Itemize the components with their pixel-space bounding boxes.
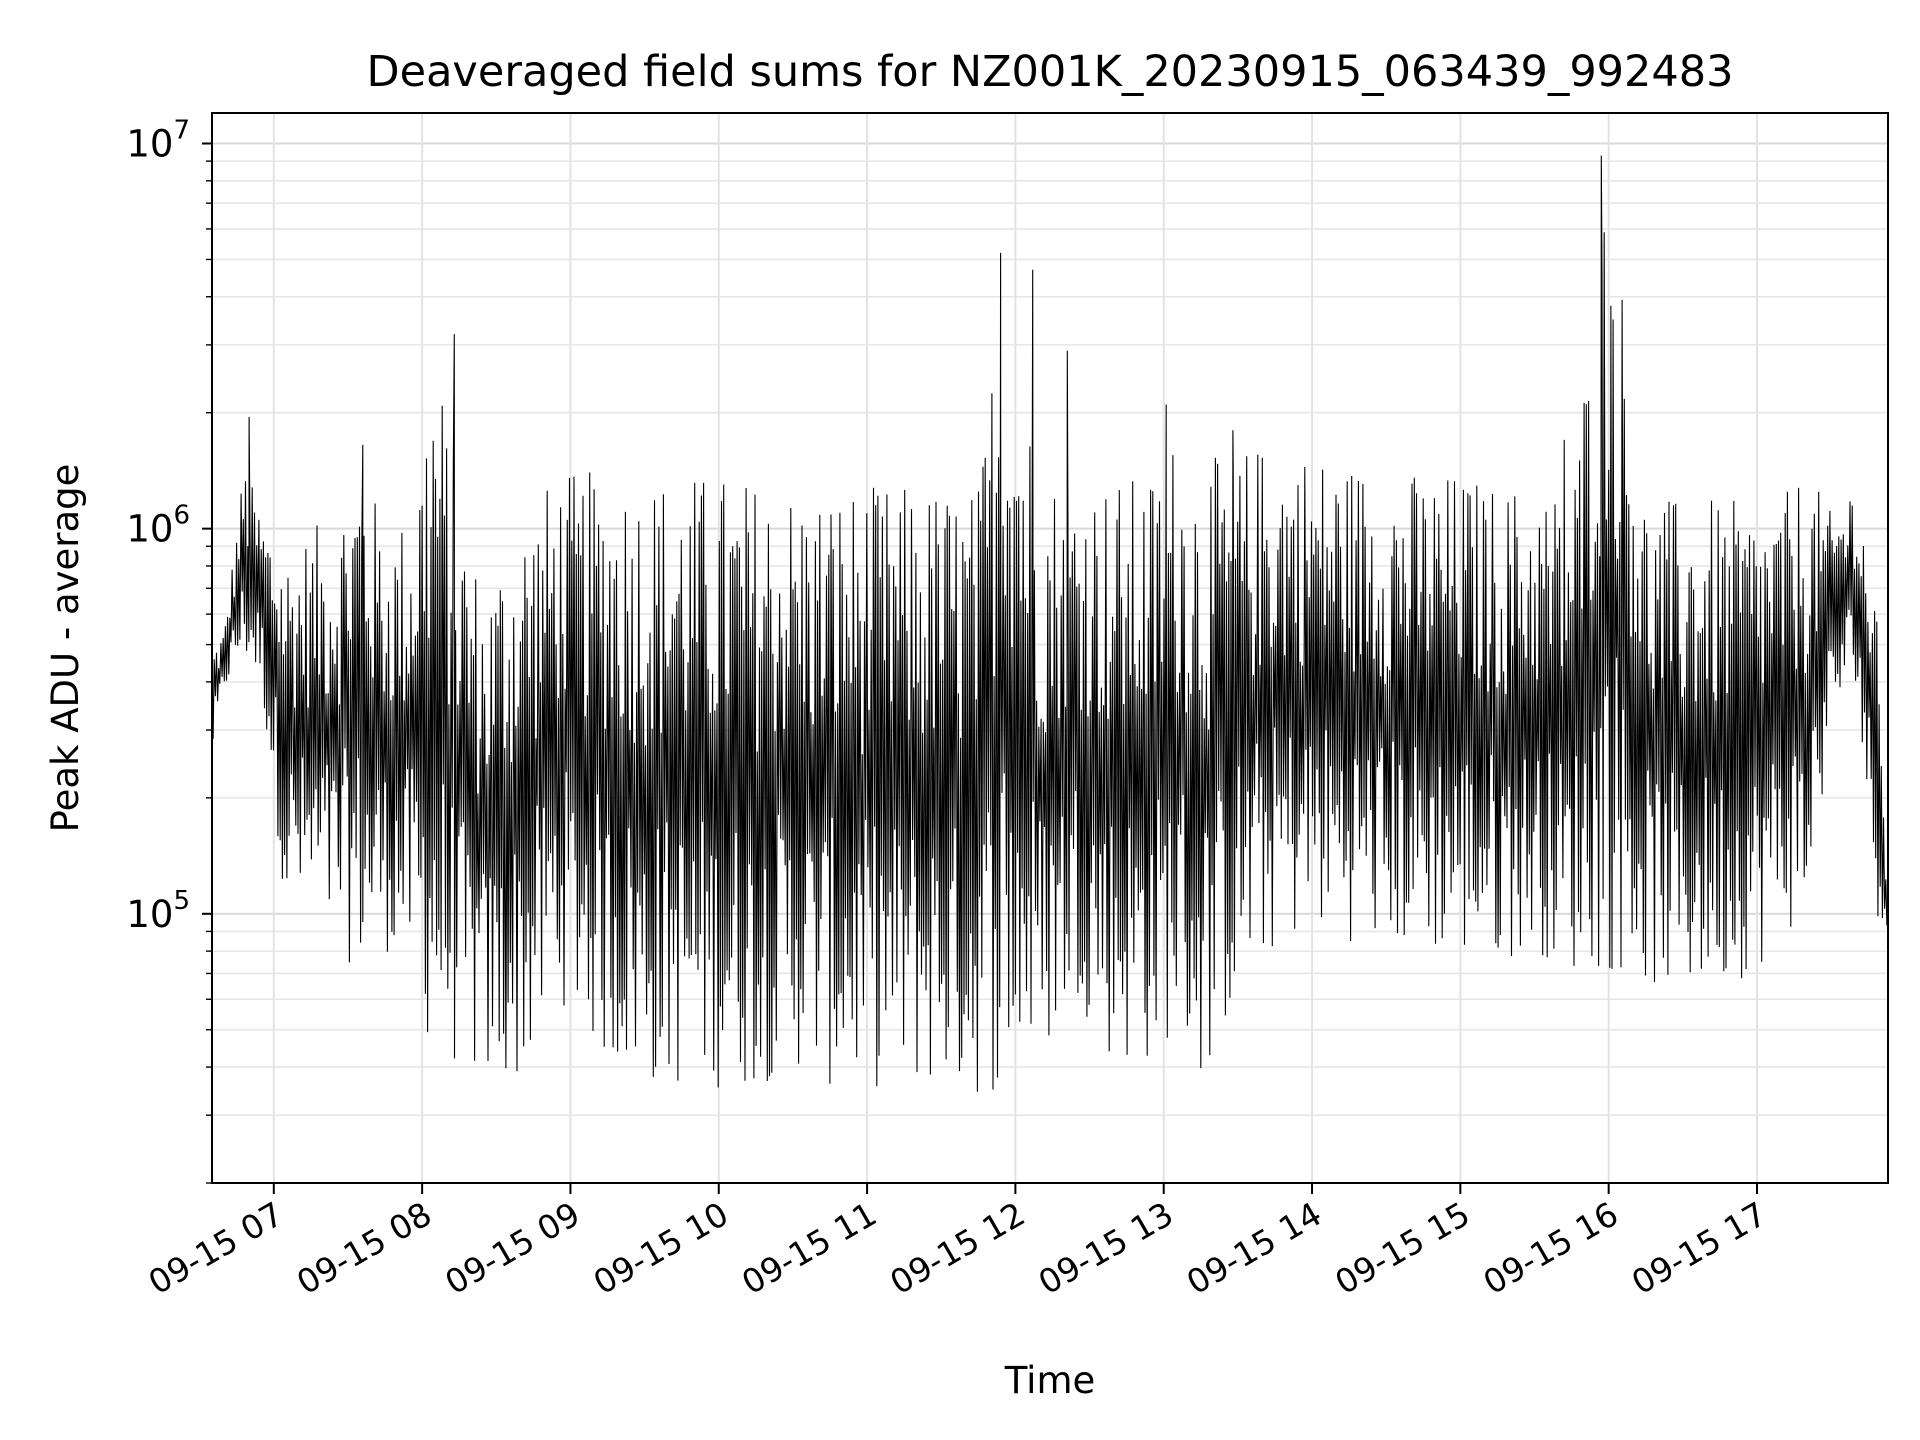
plot-area — [211, 155, 1889, 1092]
series-line — [211, 155, 1889, 1092]
y-tick-label: 105 — [126, 886, 190, 936]
y-axis-label: Peak ADU - average — [44, 464, 87, 833]
x-axis-label: Time — [1004, 1359, 1096, 1402]
y-tick-label: 107 — [126, 115, 190, 165]
chart-title: Deaveraged field sums for NZ001K_2023091… — [367, 47, 1734, 97]
y-tick-label: 106 — [126, 501, 190, 551]
plot-frame — [211, 112, 1889, 1184]
